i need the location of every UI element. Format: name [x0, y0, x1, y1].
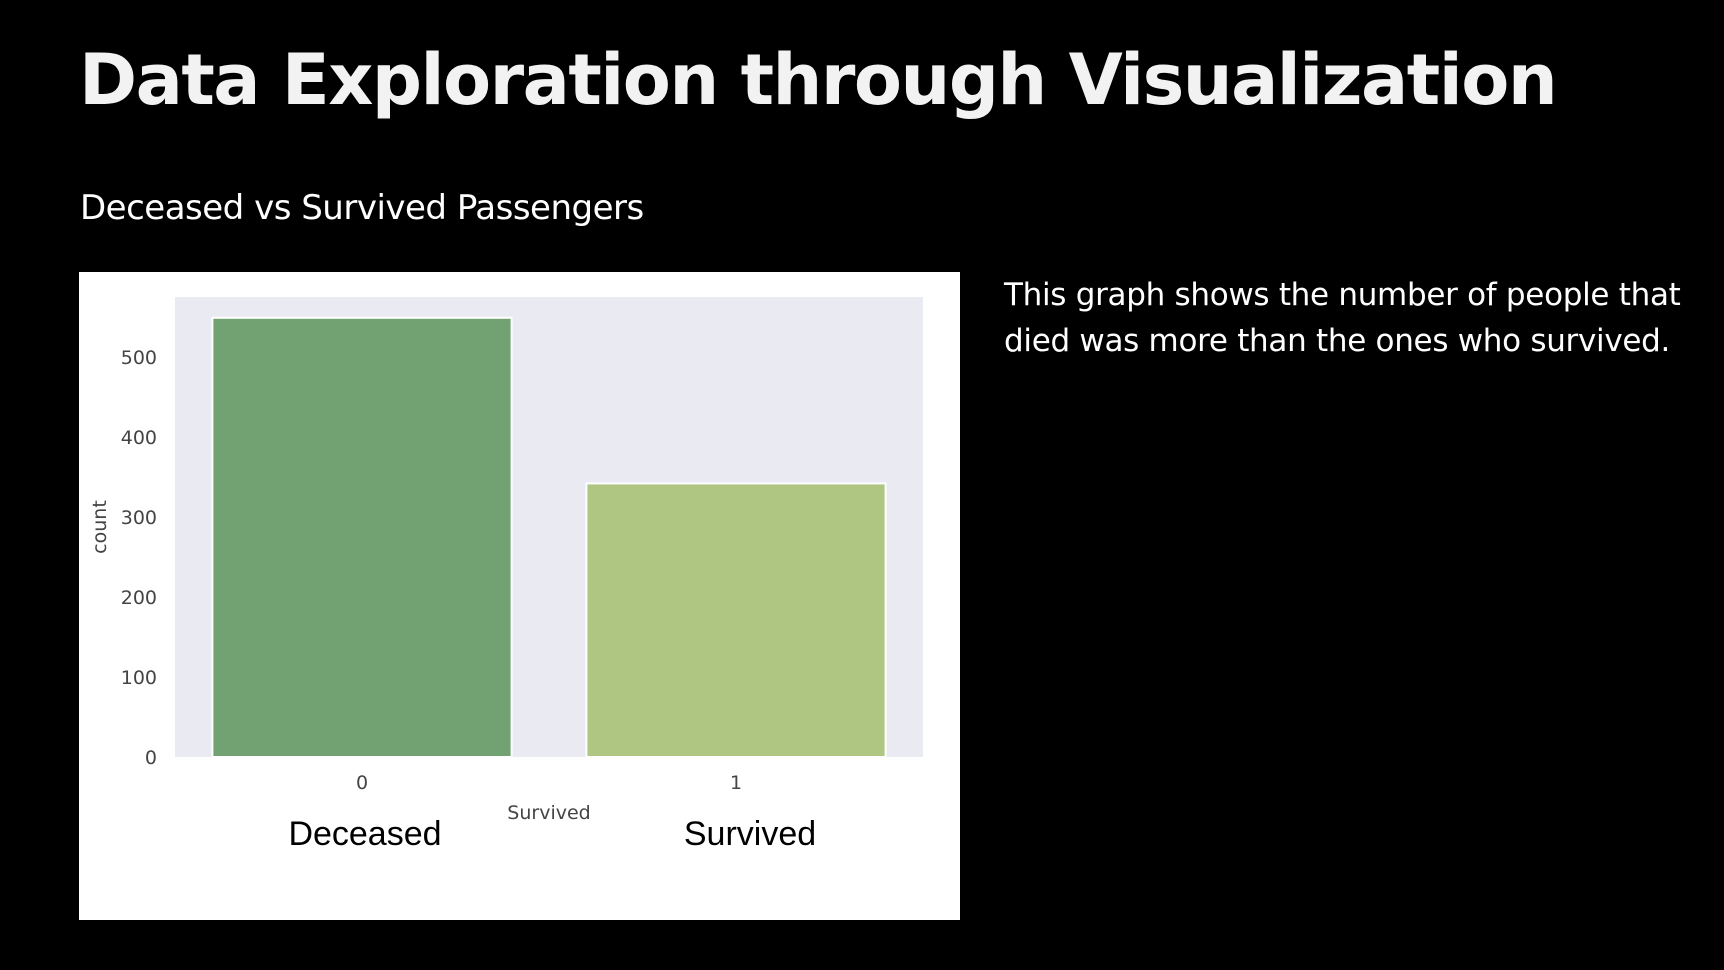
chart-description: This graph shows the number of people th…	[1004, 277, 1681, 359]
bar-0	[211, 316, 513, 759]
y-axis-ticks: 0 100 200 300 400 500	[121, 347, 157, 769]
category-caption: Survived	[684, 815, 816, 853]
x-axis-label: Survived	[507, 802, 590, 824]
y-axis-label: count	[89, 500, 111, 554]
bars	[211, 316, 887, 759]
y-tick-label: 300	[121, 507, 157, 529]
x-tick-label: 0	[356, 772, 368, 794]
slide-subtitle: Deceased vs Survived Passengers	[80, 188, 644, 228]
y-tick-label: 400	[121, 427, 157, 449]
slide-title: Data Exploration through Visualization	[79, 39, 1558, 121]
y-tick-label: 0	[145, 747, 157, 769]
x-tick-label: 1	[730, 772, 742, 794]
y-tick-label: 100	[121, 667, 157, 689]
category-caption: Deceased	[288, 815, 441, 853]
y-tick-label: 200	[121, 587, 157, 609]
y-tick-label: 500	[121, 347, 157, 369]
bar-1	[585, 482, 887, 758]
category-captions: Deceased Survived	[288, 815, 816, 853]
